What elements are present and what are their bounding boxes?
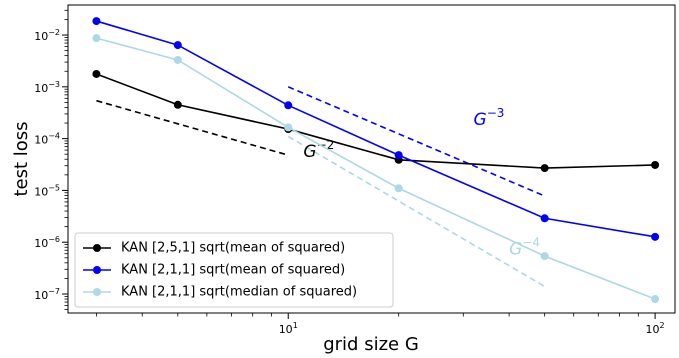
tick-base: 10 [646, 323, 660, 336]
annotation-text: G [474, 110, 487, 130]
tick-base: 10 [34, 30, 48, 43]
tick-exponent: −6 [48, 235, 60, 244]
legend-marker [93, 266, 101, 274]
tick-label: 10−2 [34, 28, 60, 44]
marker [651, 160, 660, 169]
series-line [96, 37, 656, 300]
tick-exponent: −4 [48, 131, 60, 140]
series-line [96, 73, 656, 169]
tick-base: 10 [34, 237, 48, 250]
tick-exponent: −7 [48, 287, 60, 296]
tick-base: 10 [279, 323, 293, 336]
annotation-text: G [303, 142, 316, 162]
marker [540, 214, 549, 223]
plot-frame [67, 4, 676, 314]
legend-marker [93, 288, 101, 296]
legend-box [74, 232, 394, 308]
annotation-exponent: −4 [522, 235, 540, 249]
marker [540, 164, 549, 173]
marker [651, 295, 660, 304]
marker [173, 55, 182, 64]
legend-label: KAN [2,1,1] sqrt(median of squared) [121, 285, 357, 300]
tick-label: 102 [646, 321, 665, 337]
marker [92, 17, 101, 26]
reference-line [96, 99, 289, 156]
legend-label: KAN [2,1,1] sqrt(mean of squared) [121, 263, 345, 278]
marker [394, 184, 403, 193]
marker [284, 123, 293, 132]
series-line [96, 20, 656, 238]
marker [540, 252, 549, 261]
marker [173, 41, 182, 50]
legend-marker [93, 244, 101, 252]
x-axis-label: grid size G [323, 334, 419, 355]
reference-line [287, 86, 545, 197]
marker [394, 151, 403, 160]
annotation-exponent: −3 [487, 105, 505, 119]
marker [284, 101, 293, 110]
marker [92, 69, 101, 78]
tick-exponent: −5 [48, 183, 60, 192]
tick-base: 10 [34, 289, 48, 302]
tick-exponent: −3 [48, 79, 60, 88]
tick-exponent: 2 [660, 321, 665, 330]
annotation: G−3 [474, 105, 505, 130]
tick-label: 10−4 [34, 131, 60, 147]
y-axis-label: test loss [11, 121, 32, 196]
tick-exponent: −2 [48, 28, 60, 37]
tick-base: 10 [34, 134, 48, 147]
tick-label: 10−6 [34, 235, 60, 251]
legend-label: KAN [2,5,1] sqrt(mean of squared) [121, 241, 345, 256]
tick-label: 10−3 [34, 79, 60, 95]
marker [92, 34, 101, 43]
marker [173, 100, 182, 109]
tick-label: 10−5 [34, 183, 60, 199]
tick-base: 10 [34, 82, 48, 95]
tick-base: 10 [34, 185, 48, 198]
tick-label: 10−7 [34, 287, 60, 303]
marker [651, 232, 660, 241]
tick-label: 101 [279, 321, 298, 337]
tick-exponent: 1 [293, 321, 298, 330]
